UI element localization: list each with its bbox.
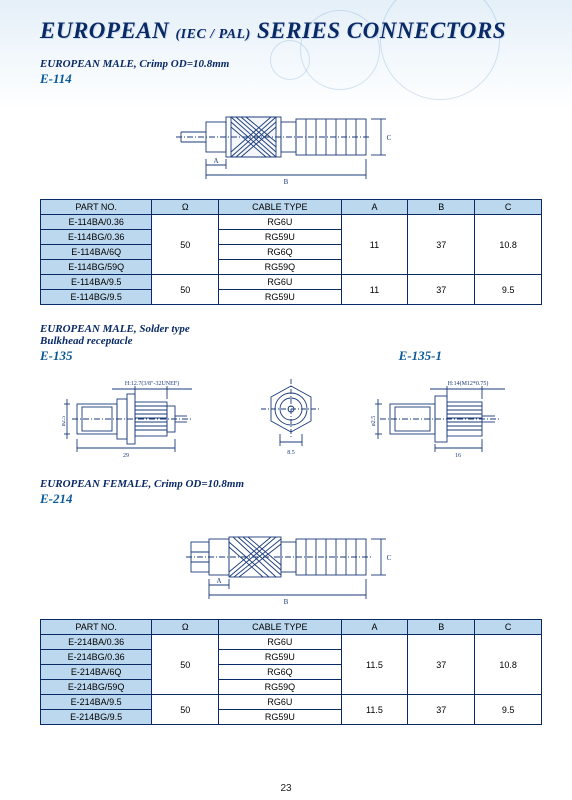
cell-b: 37: [408, 635, 475, 695]
section-code: E-114: [40, 71, 542, 87]
dim-label-b: B: [284, 178, 289, 186]
cell-cable: RG6Q: [219, 665, 341, 680]
cell-ohm: 50: [152, 695, 219, 725]
cell-ohm: 50: [152, 215, 219, 275]
thread-label: H:14(M12*0.75): [448, 380, 489, 387]
section-e135: EUROPEAN MALE, Solder type Bulkhead rece…: [40, 323, 542, 464]
title-part1: EUROPEAN: [40, 18, 176, 43]
page-content: EUROPEAN (IEC / PAL) SERIES CONNECTORS E…: [0, 0, 572, 747]
dim-label-b: B: [284, 598, 289, 606]
cell-cable: RG6Q: [219, 245, 341, 260]
section-code: E-135: [40, 348, 190, 364]
len-label: 29: [123, 453, 129, 459]
receptacle-side-view: H:14(M12*0.75) ø2.5 16: [370, 374, 520, 464]
cell-b: 37: [408, 695, 475, 725]
th-a: A: [341, 620, 408, 635]
cell-cable: RG59Q: [219, 680, 341, 695]
cell-partno: E-114BA/0.36: [41, 215, 152, 230]
connector-side-view: A B C: [171, 517, 411, 607]
diagram-e135: H:12.7(3/8"-32UNEF) ø2.5 29 8.5: [40, 374, 542, 464]
cell-ohm: 50: [152, 635, 219, 695]
th-b: B: [408, 620, 475, 635]
section-code: E-214: [40, 491, 542, 507]
cell-cable: RG6U: [219, 695, 341, 710]
bulkhead-front-view: 8.5: [256, 374, 326, 464]
cell-b: 37: [408, 275, 475, 305]
section-heading: EUROPEAN FEMALE, Crimp OD=10.8mm: [40, 478, 542, 490]
cell-cable: RG59U: [219, 290, 341, 305]
cell-partno: E-214BA/0.36: [41, 635, 152, 650]
cell-partno: E-114BA/6Q: [41, 245, 152, 260]
cell-partno: E-214BA/9.5: [41, 695, 152, 710]
cell-partno: E-114BG/59Q: [41, 260, 152, 275]
cell-cable: RG6U: [219, 215, 341, 230]
spec-table-body: E-114BA/0.3650RG6U113710.8E-114BG/0.36RG…: [41, 215, 542, 305]
th-cable: CABLE TYPE: [219, 620, 341, 635]
diagram-e214: A B C: [40, 517, 542, 607]
table-row: E-114BA/0.3650RG6U113710.8: [41, 215, 542, 230]
cell-partno: E-114BG/0.36: [41, 230, 152, 245]
cell-c: 10.8: [475, 635, 542, 695]
title-part2: (IEC / PAL): [176, 27, 251, 42]
th-partno: PART NO.: [41, 620, 152, 635]
cell-partno: E-214BG/59Q: [41, 680, 152, 695]
th-c: C: [475, 620, 542, 635]
section-e114: EUROPEAN MALE, Crimp OD=10.8mm E-114: [40, 58, 542, 305]
dim-label-c: C: [387, 134, 392, 142]
dia-label: ø2.5: [62, 416, 67, 427]
section-heading2: Bulkhead receptacle: [40, 335, 190, 347]
section-heading: EUROPEAN MALE, Solder type: [40, 323, 190, 335]
dia-label: ø2.5: [371, 416, 377, 427]
cell-ohm: 50: [152, 275, 219, 305]
th-a: A: [341, 200, 408, 215]
cell-cable: RG59U: [219, 230, 341, 245]
cell-partno: E-214BG/9.5: [41, 710, 152, 725]
cell-c: 10.8: [475, 215, 542, 275]
diagram-e114: A B C: [40, 97, 542, 187]
cell-a: 11.5: [341, 635, 408, 695]
section-e214: EUROPEAN FEMALE, Crimp OD=10.8mm E-214: [40, 478, 542, 725]
spec-table-e214: PART NO. Ω CABLE TYPE A B C E-214BA/0.36…: [40, 619, 542, 725]
cell-partno: E-214BA/6Q: [41, 665, 152, 680]
cell-partno: E-114BA/9.5: [41, 275, 152, 290]
cell-cable: RG59U: [219, 650, 341, 665]
title-part3: SERIES CONNECTORS: [251, 18, 506, 43]
bulkhead-side-view: H:12.7(3/8"-32UNEF) ø2.5 29: [62, 374, 212, 464]
connector-side-view: A B C: [171, 97, 411, 187]
cell-cable: RG59Q: [219, 260, 341, 275]
section-code-right: E-135-1: [399, 348, 442, 364]
th-cable: CABLE TYPE: [219, 200, 341, 215]
dim-label-c: C: [387, 554, 392, 562]
cell-c: 9.5: [475, 695, 542, 725]
page-title: EUROPEAN (IEC / PAL) SERIES CONNECTORS: [40, 18, 542, 44]
th-ohm: Ω: [152, 200, 219, 215]
section-heading: EUROPEAN MALE, Crimp OD=10.8mm: [40, 58, 542, 70]
dim-label-a: A: [213, 157, 218, 165]
table-row: E-214BA/0.3650RG6U11.53710.8: [41, 635, 542, 650]
table-row: E-114BA/9.550RG6U11379.5: [41, 275, 542, 290]
len-label: 16: [455, 453, 461, 459]
cell-a: 11: [341, 215, 408, 275]
spec-table-e114: PART NO. Ω CABLE TYPE A B C E-114BA/0.36…: [40, 199, 542, 305]
cell-cable: RG6U: [219, 275, 341, 290]
dim-label-a: A: [216, 577, 221, 585]
cell-partno: E-214BG/0.36: [41, 650, 152, 665]
cell-a: 11: [341, 275, 408, 305]
cell-cable: RG59U: [219, 710, 341, 725]
cell-c: 9.5: [475, 275, 542, 305]
th-b: B: [408, 200, 475, 215]
spec-table-body: E-214BA/0.3650RG6U11.53710.8E-214BG/0.36…: [41, 635, 542, 725]
table-row: E-214BA/9.550RG6U11.5379.5: [41, 695, 542, 710]
cell-partno: E-114BG/9.5: [41, 290, 152, 305]
dia-label: 8.5: [287, 450, 295, 456]
page-number: 23: [0, 783, 572, 794]
cell-a: 11.5: [341, 695, 408, 725]
cell-b: 37: [408, 215, 475, 275]
thread-label: H:12.7(3/8"-32UNEF): [125, 380, 179, 387]
th-partno: PART NO.: [41, 200, 152, 215]
th-c: C: [475, 200, 542, 215]
cell-cable: RG6U: [219, 635, 341, 650]
th-ohm: Ω: [152, 620, 219, 635]
